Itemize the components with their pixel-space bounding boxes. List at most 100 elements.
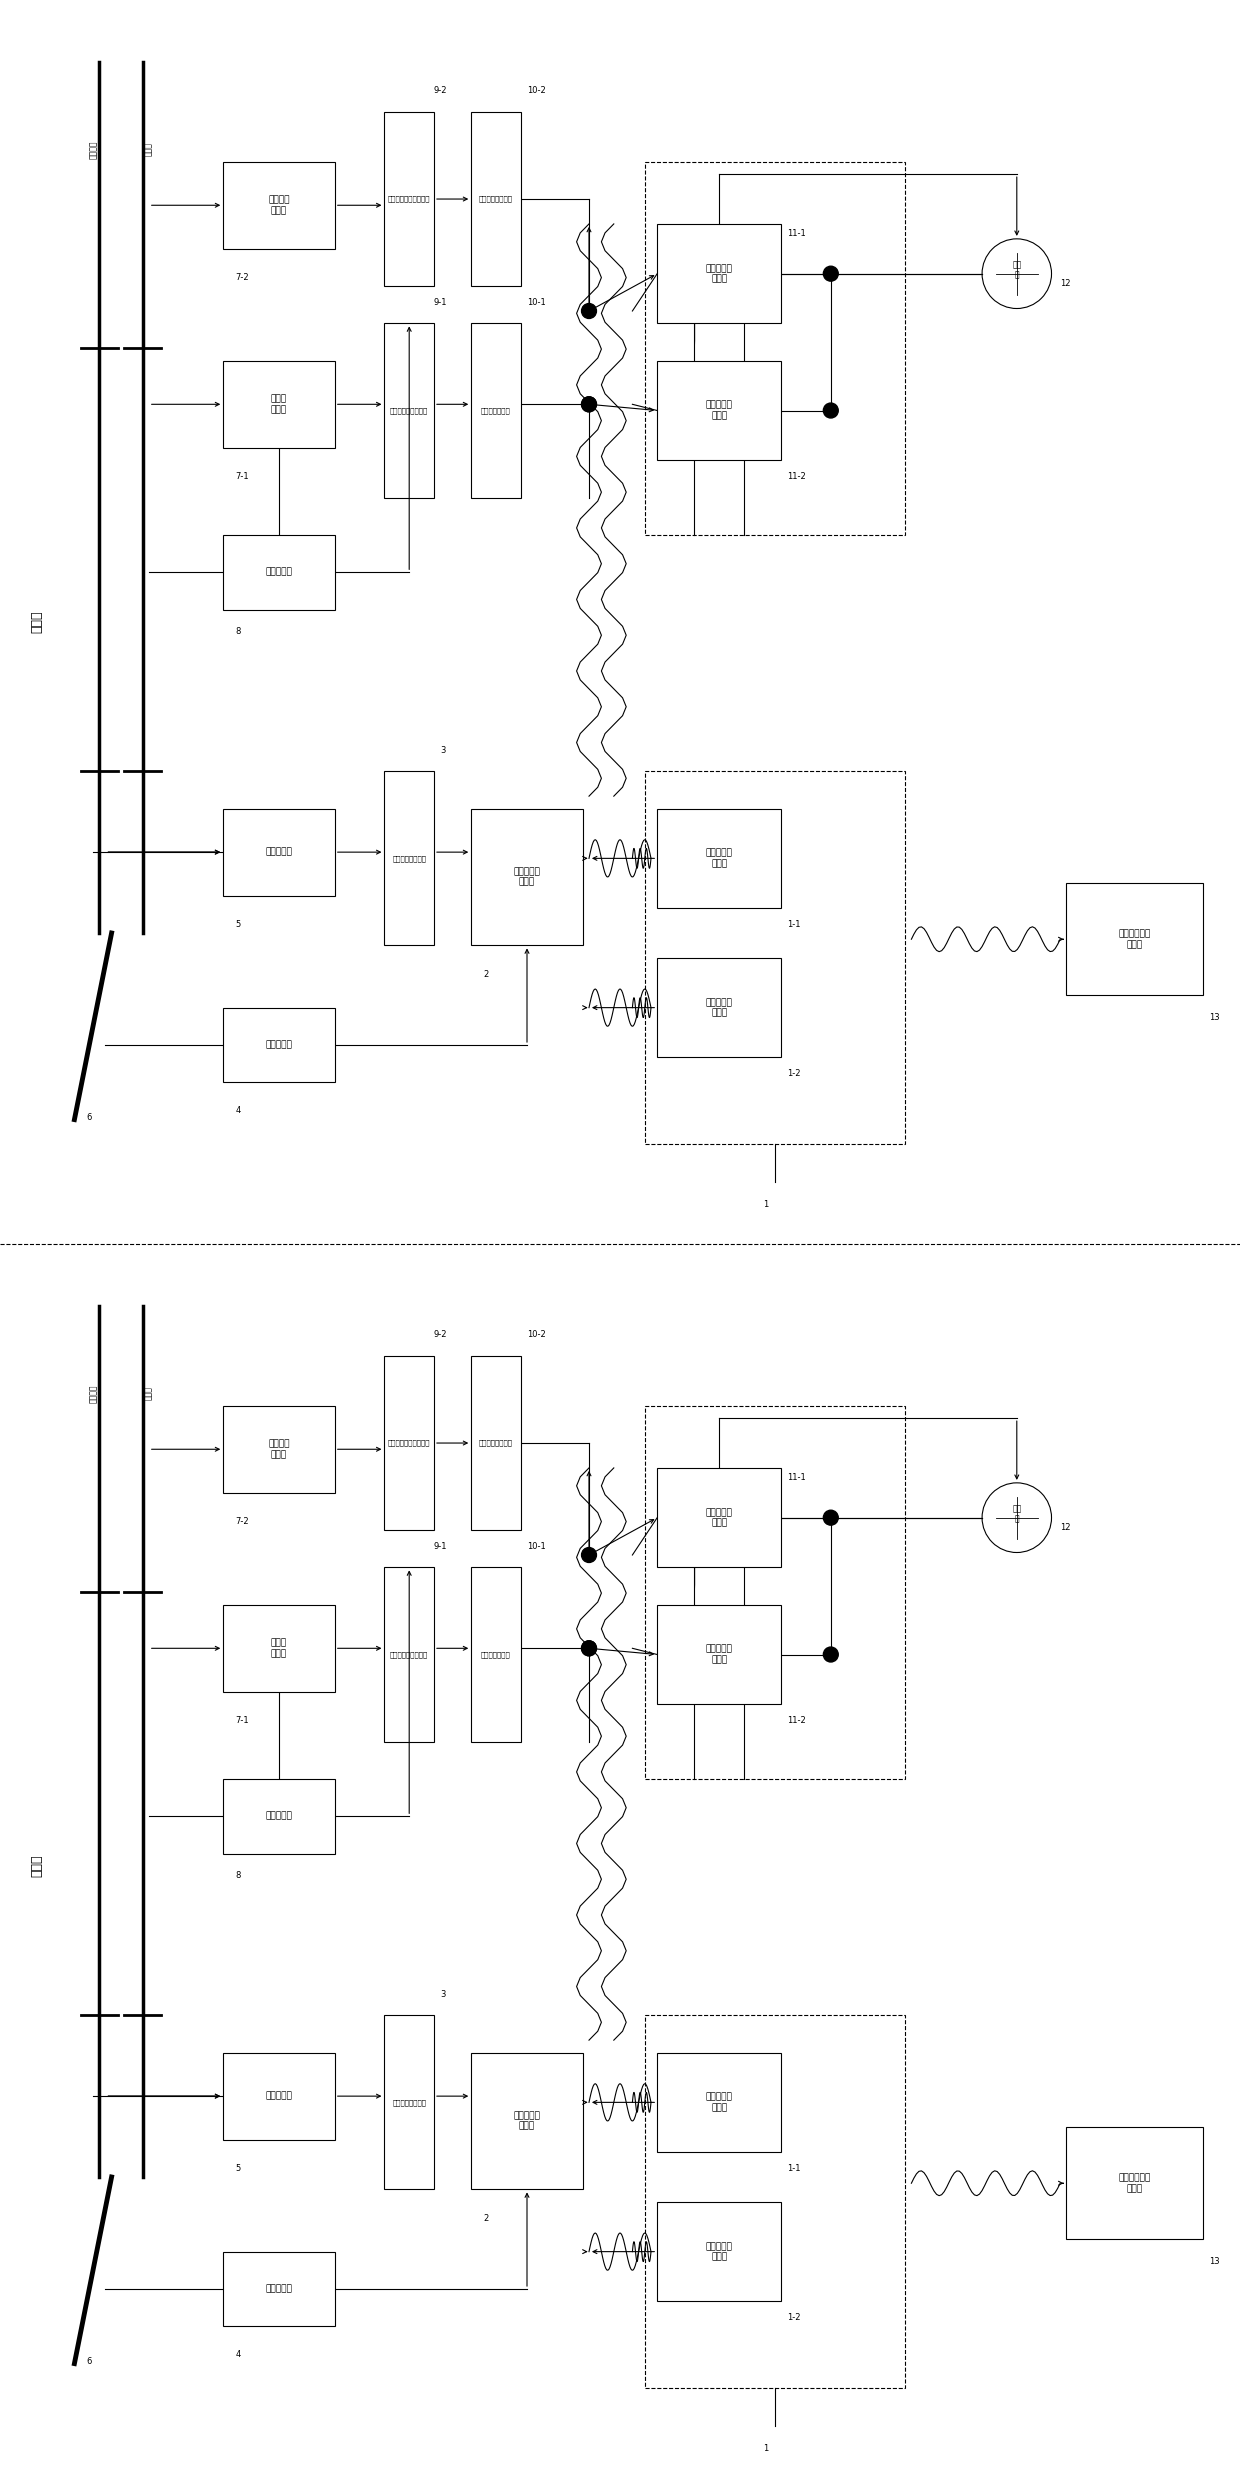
Text: 1-1: 1-1 [787,921,801,928]
Text: 12: 12 [1060,1523,1070,1533]
Bar [471,1567,521,1742]
Bar [657,1605,781,1704]
Text: 备脉冲信号
接收器: 备脉冲信号 接收器 [706,401,733,420]
Text: 继电
器: 继电 器 [1012,1505,1022,1523]
Bar [384,1567,434,1742]
Text: 送端隔离盒: 送端隔离盒 [265,2284,293,2294]
Text: 一侧耦差调整电路: 一侧耦差调整电路 [479,1441,513,1446]
Text: 3: 3 [440,1990,445,1998]
Text: 10-1: 10-1 [527,1543,546,1550]
Text: 5: 5 [236,921,241,928]
Bar [384,2015,434,2189]
Bar [223,1605,335,1692]
Bar [657,2053,781,2152]
Text: 一侧受端
变压器: 一侧受端 变压器 [268,1441,290,1458]
Bar [471,323,521,498]
Circle shape [823,1510,838,1525]
Bar [223,2053,335,2140]
Text: 9-2: 9-2 [434,1331,448,1339]
Bar [657,224,781,323]
Text: 区段配置信息
存储器: 区段配置信息 存储器 [1118,931,1151,948]
Text: 主受端: 主受端 [144,1386,154,1401]
Circle shape [823,403,838,418]
Bar [471,809,583,945]
Text: 12: 12 [1060,279,1070,289]
Text: 主耦差调整串路: 主耦差调整串路 [481,408,511,413]
Text: 主脉冲信号
发送器: 主脉冲信号 发送器 [706,2092,733,2112]
Text: 11-1: 11-1 [787,1473,806,1483]
Text: 11-1: 11-1 [787,229,806,239]
Text: 主受端
变压器: 主受端 变压器 [270,396,288,413]
Bar [223,1779,335,1854]
Bar [645,2015,905,2388]
Bar [223,2252,335,2326]
Bar [223,361,335,448]
Circle shape [582,1642,596,1657]
Circle shape [582,304,596,318]
Text: 一侧受端
变压器: 一侧受端 变压器 [268,197,290,214]
Text: 备脉冲信号
接收器: 备脉冲信号 接收器 [706,1645,733,1664]
Bar [384,112,434,286]
Circle shape [823,1647,838,1662]
Text: 主受端电缆模拟网络: 主受端电缆模拟网络 [391,408,428,413]
Text: 11-2: 11-2 [787,1717,806,1724]
Bar [657,809,781,908]
Text: 送端变压器: 送端变压器 [265,848,293,856]
Bar [384,323,434,498]
Text: 1: 1 [763,1199,768,1209]
Text: 13: 13 [1209,2257,1220,2267]
Text: 1-2: 1-2 [787,1070,801,1077]
Bar [223,1008,335,1082]
Text: 6: 6 [87,2356,92,2366]
Text: 7-1: 7-1 [236,1717,249,1724]
Text: 区段配置信息
存储器: 区段配置信息 存储器 [1118,2175,1151,2192]
Circle shape [582,1548,596,1562]
Bar [1066,2127,1203,2239]
Text: 9-1: 9-1 [434,299,448,306]
Bar [223,162,335,249]
Text: 一侧受端: 一侧受端 [88,1383,98,1403]
Text: 主脉冲信号
发送器: 主脉冲信号 发送器 [706,848,733,868]
Bar [1066,883,1203,995]
Bar [471,2053,583,2189]
Bar [657,1468,781,1567]
Text: 送端电缆模拟网络: 送端电缆模拟网络 [392,856,427,861]
Text: 一侧受端: 一侧受端 [88,139,98,159]
Text: 主脉冲信号
接收器: 主脉冲信号 接收器 [706,1508,733,1528]
Text: 7-1: 7-1 [236,473,249,480]
Text: 发送器切换
继串器: 发送器切换 继串器 [513,868,541,886]
Text: 13: 13 [1209,1013,1220,1023]
Text: 8: 8 [236,627,241,637]
Text: 1-1: 1-1 [787,2165,801,2172]
Text: 本区段: 本区段 [31,1854,43,1878]
Text: 主脉冲信号
接收器: 主脉冲信号 接收器 [706,264,733,284]
Bar [223,809,335,896]
Bar [645,771,905,1144]
Bar [223,535,335,610]
Circle shape [582,398,596,413]
Text: 2: 2 [484,2214,489,2222]
Text: 1: 1 [763,2443,768,2453]
Bar [657,958,781,1057]
Text: 7-2: 7-2 [236,274,249,281]
Text: 主受端
变压器: 主受端 变压器 [270,1640,288,1657]
Bar [657,361,781,460]
Bar [657,2202,781,2301]
Text: 主受端: 主受端 [144,142,154,157]
Text: 4: 4 [236,2351,241,2359]
Bar [471,112,521,286]
Text: 备脉冲信号
发送器: 备脉冲信号 发送器 [706,998,733,1018]
Text: 7-2: 7-2 [236,1518,249,1525]
Text: 2: 2 [484,970,489,978]
Circle shape [582,1642,596,1657]
Text: 主受端电缆模拟网络: 主受端电缆模拟网络 [391,1652,428,1657]
Text: 一侧受端电缆模拟网络: 一侧受端电缆模拟网络 [388,1441,430,1446]
Bar [645,1406,905,1779]
Text: 3: 3 [440,746,445,754]
Text: 8: 8 [236,1871,241,1881]
Text: 邻区段: 邻区段 [31,610,43,634]
Bar [645,162,905,535]
Text: 主耦差调整串路: 主耦差调整串路 [481,1652,511,1657]
Bar [223,1406,335,1493]
Text: 继电
器: 继电 器 [1012,261,1022,279]
